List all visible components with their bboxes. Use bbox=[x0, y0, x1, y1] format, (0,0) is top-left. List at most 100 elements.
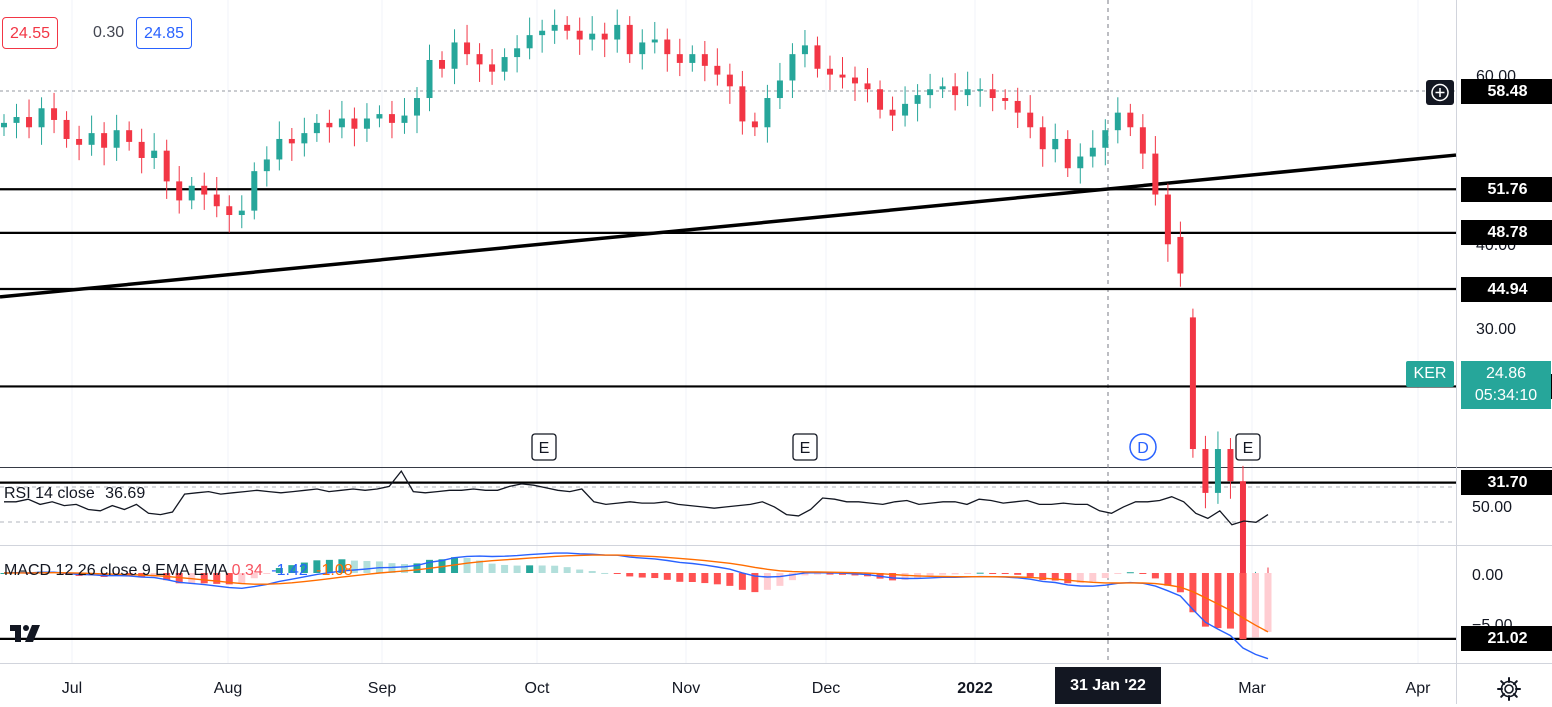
candle bbox=[814, 36, 821, 78]
candlesticks bbox=[1, 9, 1271, 638]
macd-bar bbox=[263, 573, 271, 574]
candle bbox=[338, 100, 345, 139]
candle bbox=[301, 117, 308, 157]
candle bbox=[1039, 116, 1046, 167]
macd-bar bbox=[1126, 572, 1134, 574]
candle bbox=[726, 63, 733, 104]
candle bbox=[551, 9, 558, 44]
macd-bar bbox=[1176, 573, 1184, 593]
svg-text:E: E bbox=[539, 440, 550, 457]
macd-bar bbox=[325, 559, 333, 573]
candle bbox=[426, 44, 433, 112]
macd-bar bbox=[350, 560, 358, 573]
macd-bar bbox=[413, 563, 421, 573]
macd-bar bbox=[588, 571, 596, 573]
candle bbox=[413, 87, 420, 134]
macd-bar bbox=[250, 573, 258, 579]
price-tick: 30.00 bbox=[1476, 321, 1516, 338]
candle bbox=[351, 107, 358, 147]
earnings-marker[interactable]: E bbox=[1235, 433, 1261, 461]
macd-bar bbox=[638, 573, 646, 578]
candle bbox=[1177, 221, 1184, 287]
candle bbox=[801, 30, 808, 68]
add-level-button[interactable] bbox=[1426, 80, 1454, 105]
candle bbox=[789, 43, 796, 99]
level-price-label: 44.94 bbox=[1461, 276, 1552, 302]
signal-line bbox=[3, 554, 1269, 633]
macd-bar bbox=[726, 573, 734, 586]
candle bbox=[764, 84, 771, 143]
candle bbox=[1064, 130, 1071, 177]
macd-bar bbox=[551, 565, 559, 573]
candle bbox=[439, 51, 446, 78]
rsi-legend[interactable]: RSI 14 close 36.69 bbox=[4, 485, 145, 503]
bid-price[interactable]: 24.55 bbox=[2, 17, 59, 49]
candle bbox=[251, 162, 258, 220]
candle bbox=[113, 114, 120, 161]
macd-bar bbox=[1139, 573, 1147, 574]
macd-bar bbox=[576, 569, 584, 573]
time-tick: Dec bbox=[812, 680, 840, 697]
candle bbox=[564, 16, 571, 40]
candle bbox=[38, 97, 45, 145]
earnings-marker[interactable]: E bbox=[531, 433, 557, 461]
candle bbox=[864, 68, 871, 103]
earnings-marker[interactable]: E bbox=[792, 433, 818, 461]
dividend-marker[interactable]: D bbox=[1129, 433, 1157, 461]
macd-bar bbox=[1201, 573, 1209, 627]
candle bbox=[751, 112, 758, 137]
macd-bar bbox=[426, 559, 434, 573]
macd-bar bbox=[1051, 573, 1059, 581]
candle bbox=[288, 128, 295, 161]
macd-bar bbox=[1101, 573, 1109, 579]
candle bbox=[902, 86, 909, 127]
macd-bar bbox=[200, 573, 208, 584]
time-tick: Apr bbox=[1406, 680, 1432, 697]
macd-bar bbox=[1001, 573, 1009, 574]
tradingview-logo-icon[interactable] bbox=[8, 621, 44, 650]
macd-bar bbox=[826, 573, 834, 575]
candle bbox=[1102, 119, 1109, 166]
candle bbox=[176, 166, 183, 214]
gear-icon[interactable] bbox=[1496, 676, 1522, 707]
candle bbox=[852, 66, 859, 101]
macd-bar bbox=[788, 573, 796, 581]
macd-title: MACD 12 26 close 9 EMA EMA bbox=[4, 562, 228, 579]
macd-bar bbox=[238, 573, 246, 584]
candle bbox=[201, 172, 208, 210]
time-tick: Aug bbox=[214, 680, 242, 697]
candle bbox=[489, 49, 496, 85]
macd-legend[interactable]: MACD 12 26 close 9 EMA EMA 0.34 -1.42 -1… bbox=[4, 562, 353, 580]
candle bbox=[964, 71, 971, 107]
bar-countdown: 05:34:10 bbox=[1474, 387, 1538, 404]
trendline[interactable] bbox=[0, 153, 1457, 299]
candle bbox=[213, 176, 220, 218]
candle bbox=[101, 122, 108, 166]
macd-bar bbox=[288, 565, 296, 573]
candle bbox=[1227, 438, 1234, 499]
level-price-label: 21.02 bbox=[1461, 626, 1552, 652]
candle bbox=[476, 43, 483, 82]
candle bbox=[664, 28, 671, 72]
symbol-tag[interactable]: KER bbox=[1406, 361, 1454, 387]
candle bbox=[1089, 130, 1096, 168]
candle bbox=[1127, 103, 1134, 137]
macd-bar bbox=[951, 573, 959, 575]
macd-bar bbox=[813, 573, 821, 575]
macd-bar bbox=[964, 573, 972, 574]
candle bbox=[939, 77, 946, 99]
candle bbox=[263, 146, 270, 187]
ask-price[interactable]: 24.85 bbox=[136, 17, 193, 49]
macd-bar bbox=[1226, 573, 1234, 629]
candle bbox=[1, 114, 7, 137]
rsi-line bbox=[4, 469, 1269, 526]
candle bbox=[877, 80, 884, 119]
candle bbox=[51, 92, 58, 134]
macd-bar bbox=[626, 573, 634, 577]
svg-text:E: E bbox=[1243, 440, 1254, 457]
macd-bar bbox=[763, 573, 771, 590]
candle bbox=[776, 62, 783, 109]
